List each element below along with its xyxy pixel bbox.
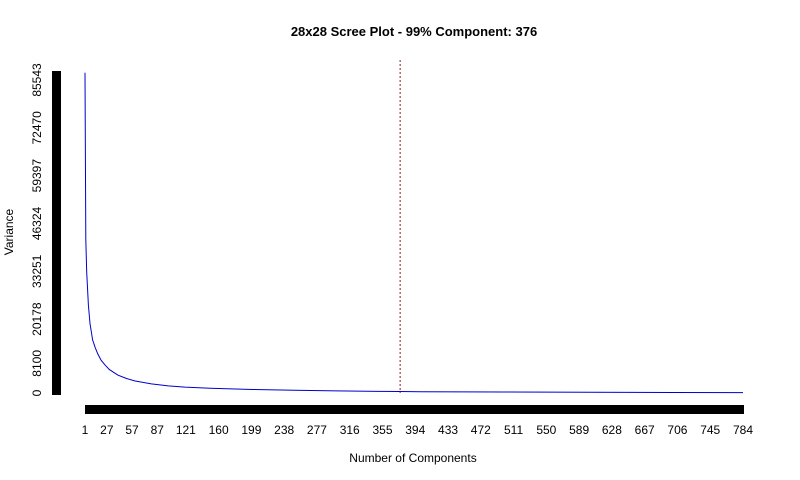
x-tick-label: 160 bbox=[209, 423, 229, 437]
x-tick-labels: 1 27 57 87 121 160 199 238 277 316 355 394 433 472 511… bbox=[82, 423, 754, 437]
x-tick-label: 57 bbox=[125, 423, 139, 437]
y-tick-label: 8100 bbox=[30, 350, 44, 377]
x-axis-label: Number of Components bbox=[349, 451, 476, 465]
y-tick-label: 0 bbox=[30, 389, 44, 396]
x-tick-label: 27 bbox=[100, 423, 114, 437]
y-axis-bar bbox=[52, 71, 61, 395]
y-tick-label: 20178 bbox=[30, 302, 44, 336]
x-tick-label: 589 bbox=[569, 423, 589, 437]
y-tick-label: 33251 bbox=[30, 254, 44, 288]
y-tick-label: 72470 bbox=[30, 111, 44, 145]
x-tick-label: 472 bbox=[471, 423, 491, 437]
x-tick-label: 706 bbox=[667, 423, 687, 437]
x-tick-label: 355 bbox=[372, 423, 392, 437]
x-tick-label: 433 bbox=[438, 423, 458, 437]
x-tick-label: 667 bbox=[635, 423, 655, 437]
x-tick-label: 394 bbox=[405, 423, 425, 437]
x-tick-label: 316 bbox=[340, 423, 360, 437]
y-tick-label: 46324 bbox=[30, 206, 44, 240]
x-tick-label: 511 bbox=[504, 423, 523, 437]
x-tick-label: 1 bbox=[82, 423, 89, 437]
y-tick-labels: 0 8100 20178 33251 46324 59397 72470 85543 bbox=[30, 63, 44, 396]
y-axis-label: Variance bbox=[2, 208, 16, 255]
y-tick-label: 59397 bbox=[30, 159, 44, 193]
x-tick-label: 87 bbox=[151, 423, 165, 437]
x-tick-label: 121 bbox=[176, 423, 196, 437]
x-tick-label: 628 bbox=[602, 423, 622, 437]
x-tick-label: 238 bbox=[274, 423, 294, 437]
variance-line bbox=[84, 72, 744, 394]
x-tick-label: 550 bbox=[536, 423, 556, 437]
y-tick-label: 85543 bbox=[30, 63, 44, 97]
x-tick-label: 745 bbox=[700, 423, 720, 437]
x-tick-label: 277 bbox=[307, 423, 327, 437]
x-tick-label: 199 bbox=[241, 423, 261, 437]
x-axis-bar bbox=[85, 405, 744, 414]
x-tick-label: 784 bbox=[733, 423, 753, 437]
chart-title: 28x28 Scree Plot - 99% Component: 376 bbox=[291, 24, 537, 39]
